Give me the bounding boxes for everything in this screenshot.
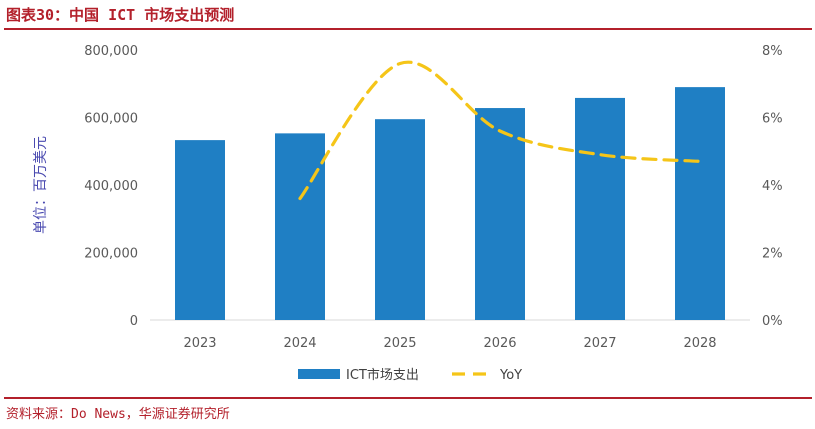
figure-title: 图表30：中国 ICT 市场支出预测 — [6, 6, 235, 24]
left-y-ticks: 0 200,000 400,000 600,000 800,000 — [84, 44, 138, 329]
x-tick-label: 2028 — [683, 336, 716, 351]
right-y-ticks: 0% 2% 4% 6% 8% — [762, 44, 783, 329]
right-y-tick-label: 0% — [762, 314, 783, 329]
x-ticks: 2023 2024 2025 2026 2027 2028 — [183, 336, 716, 351]
right-y-tick-label: 2% — [762, 247, 783, 262]
x-tick-label: 2025 — [383, 336, 416, 351]
bar-2027 — [575, 97, 625, 320]
right-y-tick-label: 6% — [762, 112, 783, 127]
legend-bar-swatch — [298, 369, 340, 379]
yoy-series — [298, 60, 702, 201]
bar-2025 — [375, 119, 425, 320]
x-tick-label: 2026 — [483, 336, 516, 351]
legend-line-label: YoY — [499, 368, 522, 383]
x-tick-label: 2023 — [183, 336, 216, 351]
footer-divider — [4, 397, 812, 399]
legend: ICT市场支出 YoY — [298, 367, 522, 383]
y-axis-label: 单位：百万美元 — [33, 136, 49, 234]
left-y-tick-label: 400,000 — [84, 179, 138, 194]
legend-bar-label: ICT市场支出 — [346, 367, 419, 383]
bar-2023 — [175, 140, 225, 320]
left-y-tick-label: 0 — [130, 314, 138, 329]
bar-2028 — [675, 87, 725, 320]
left-y-tick-label: 600,000 — [84, 112, 138, 127]
left-y-tick-label: 800,000 — [84, 44, 138, 59]
right-y-tick-label: 8% — [762, 44, 783, 59]
x-tick-label: 2024 — [283, 336, 316, 351]
bar-2026 — [475, 108, 525, 320]
left-y-tick-label: 200,000 — [84, 247, 138, 262]
source-note: 资料来源：Do News，华源证券研究所 — [6, 407, 230, 422]
yoy-line — [298, 60, 702, 201]
right-y-tick-label: 4% — [762, 179, 783, 194]
bar-2024 — [275, 133, 325, 320]
x-tick-label: 2027 — [583, 336, 616, 351]
title-divider — [4, 28, 812, 30]
bar-series — [175, 87, 725, 320]
